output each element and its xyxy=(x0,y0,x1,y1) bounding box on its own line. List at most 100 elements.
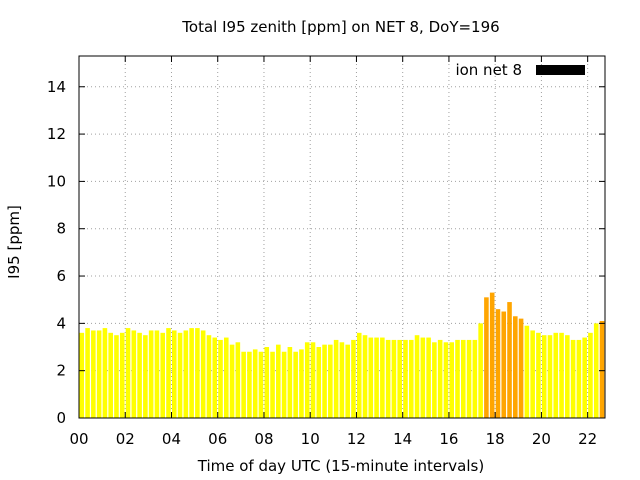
bar xyxy=(518,318,524,418)
bar xyxy=(160,332,166,418)
legend: ion net 8 xyxy=(455,61,585,79)
y-tick-label: 14 xyxy=(47,78,66,96)
bar xyxy=(119,332,125,418)
bar xyxy=(385,339,391,418)
y-axis-label: I95 [ppm] xyxy=(5,205,23,279)
bar xyxy=(85,328,90,418)
legend-label: ion net 8 xyxy=(455,61,522,79)
x-tick-label: 20 xyxy=(532,430,551,448)
y-tick-label: 8 xyxy=(56,220,66,238)
x-tick-label: 14 xyxy=(393,430,412,448)
bar xyxy=(108,332,113,418)
chart-title: Total I95 zenith [ppm] on NET 8, DoY=196 xyxy=(181,18,499,36)
bar xyxy=(171,330,177,418)
bar xyxy=(125,328,131,418)
bar xyxy=(287,347,293,418)
bar xyxy=(559,332,564,418)
plot-frame xyxy=(78,55,606,419)
bar xyxy=(333,339,339,418)
bar xyxy=(576,339,582,418)
bar xyxy=(258,351,264,418)
x-tick-label: 04 xyxy=(162,430,181,448)
bar xyxy=(293,351,298,418)
bar xyxy=(536,332,541,418)
bar xyxy=(553,332,559,418)
bar-series xyxy=(79,292,605,418)
y-tick-label: 4 xyxy=(56,314,66,332)
bar xyxy=(351,339,356,418)
bar xyxy=(507,302,512,418)
bar xyxy=(437,339,443,418)
bar xyxy=(166,328,171,418)
bar xyxy=(530,330,535,418)
bar xyxy=(374,337,379,418)
x-tick-label: 00 xyxy=(69,430,88,448)
bar xyxy=(403,339,408,418)
bar xyxy=(599,320,605,418)
x-tick-label: 22 xyxy=(578,430,597,448)
grid xyxy=(79,56,605,418)
bar xyxy=(195,328,200,418)
bar xyxy=(189,328,194,418)
bar xyxy=(79,332,85,418)
x-tick-label: 10 xyxy=(301,430,320,448)
bar xyxy=(310,342,316,418)
x-tick-label: 18 xyxy=(486,430,505,448)
x-tick-label: 02 xyxy=(116,430,135,448)
bar xyxy=(304,342,310,418)
bar xyxy=(513,316,518,418)
x-tick-label: 06 xyxy=(208,430,227,448)
bar xyxy=(478,323,483,418)
bar xyxy=(380,337,385,418)
x-tick-label: 08 xyxy=(254,430,273,448)
bar xyxy=(114,335,119,418)
bar xyxy=(316,347,322,418)
bar xyxy=(570,339,576,418)
bar xyxy=(588,332,593,418)
bar xyxy=(501,311,507,418)
bar xyxy=(449,342,455,418)
bar xyxy=(368,337,374,418)
bar xyxy=(489,292,495,418)
bar xyxy=(299,349,304,418)
x-tick-label: 12 xyxy=(347,430,366,448)
y-tick-label: 12 xyxy=(47,125,66,143)
bar xyxy=(582,337,587,418)
bar xyxy=(229,344,235,418)
bar xyxy=(362,335,368,418)
x-tick-label: 16 xyxy=(439,430,458,448)
bar xyxy=(270,351,275,418)
bar xyxy=(460,339,466,418)
y-tick-label: 0 xyxy=(56,409,66,427)
bar xyxy=(541,335,547,418)
bar xyxy=(414,335,420,418)
bar xyxy=(593,323,599,418)
bar xyxy=(200,330,206,418)
bar xyxy=(443,342,449,418)
legend-swatch xyxy=(536,65,585,75)
y-tick-label: 10 xyxy=(47,172,66,190)
bar xyxy=(218,339,223,418)
bar xyxy=(177,332,183,418)
bar xyxy=(137,332,142,418)
bar xyxy=(183,330,189,418)
bar xyxy=(96,330,102,418)
bar xyxy=(252,349,258,418)
bar xyxy=(247,351,252,418)
bar xyxy=(547,335,553,418)
bar xyxy=(281,351,287,418)
bar xyxy=(235,342,241,418)
bar xyxy=(466,339,472,418)
bar xyxy=(432,342,437,418)
bar xyxy=(524,325,530,418)
bar xyxy=(154,330,160,418)
bar xyxy=(91,330,96,418)
bar xyxy=(472,339,478,418)
bar xyxy=(420,337,426,418)
axis-ticks xyxy=(78,56,605,419)
bar xyxy=(339,342,345,418)
y-tick-label: 2 xyxy=(56,362,66,380)
bar xyxy=(131,330,137,418)
bar xyxy=(328,344,333,418)
